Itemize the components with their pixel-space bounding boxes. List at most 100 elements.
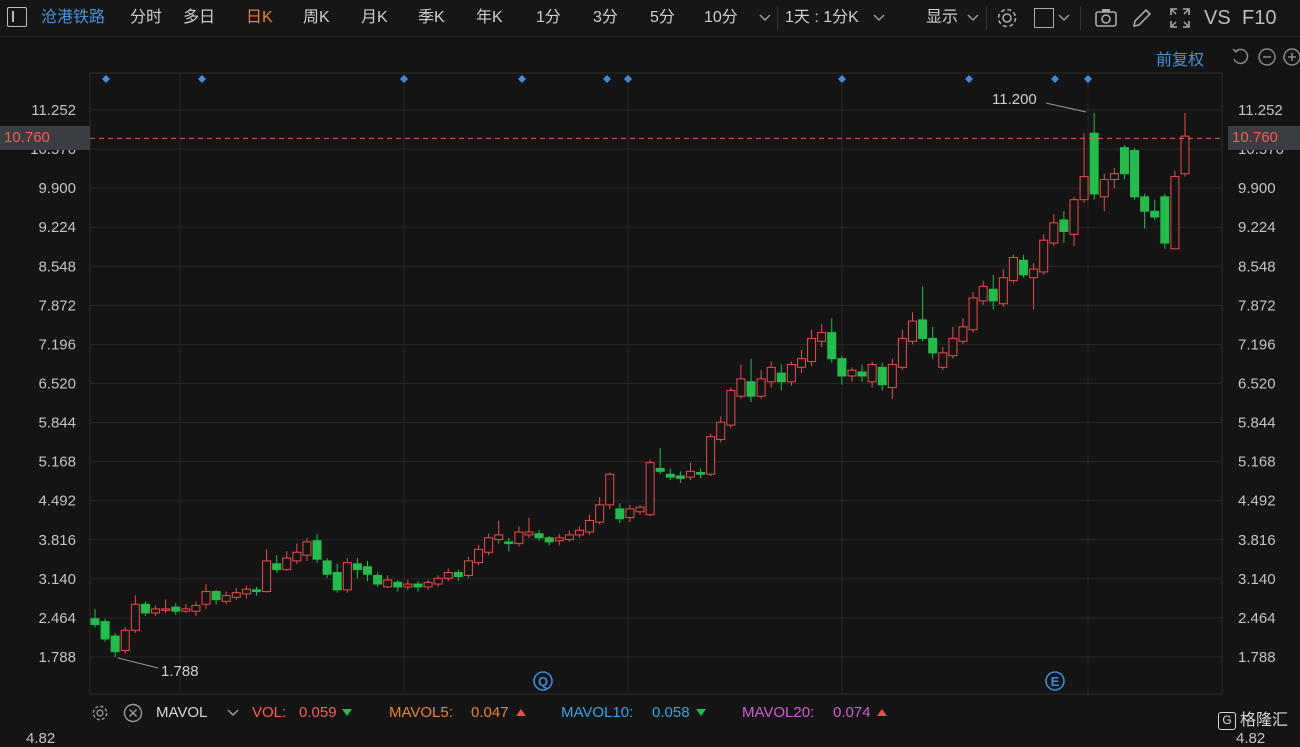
menu-icon[interactable] (7, 7, 27, 27)
tab-3min[interactable]: 3分 (593, 9, 618, 26)
event-diamond-marker (1051, 75, 1059, 83)
candle-body (332, 571, 342, 591)
close-icon[interactable] (123, 703, 143, 723)
candle-body (272, 563, 282, 571)
event-diamond-marker (838, 75, 846, 83)
candle-body (474, 548, 484, 564)
low-price-label: 1.788 (161, 663, 199, 680)
toolbar: 沧港铁路 分时 多日 日K 周K 月K 季K 年K 1分 3分 5分 10分 1… (0, 0, 1300, 37)
candle-body (171, 606, 181, 612)
tab-jik[interactable]: 季K (418, 9, 445, 26)
chevron-down-icon[interactable] (1057, 12, 1071, 24)
tab-10min[interactable]: 10分 (704, 9, 738, 26)
indicator-name[interactable]: MAVOL (156, 704, 208, 721)
candle-body (282, 557, 292, 571)
candle-body (625, 508, 635, 519)
candle-body (696, 471, 706, 475)
candle-body (655, 467, 665, 472)
chevron-down-icon[interactable] (758, 12, 772, 24)
y-tick-label-right: 1.788 (1238, 649, 1276, 666)
tab-fenshi[interactable]: 分时 (130, 9, 163, 26)
mavol10-value: 0.058 (652, 704, 690, 721)
divider (986, 6, 987, 30)
candle-body (665, 473, 675, 478)
kline-canvas[interactable]: 11.25211.25210.57610.5769.9009.9009.2249… (0, 37, 1300, 741)
candle-body (443, 571, 453, 579)
vs-button[interactable]: VS (1204, 7, 1231, 29)
candle-body (1119, 147, 1129, 175)
candle-body (393, 581, 403, 588)
candle-body (1170, 176, 1180, 250)
event-diamond-marker (400, 75, 408, 83)
tab-zhouk[interactable]: 周K (303, 9, 330, 26)
tab-duori[interactable]: 多日 (183, 9, 216, 26)
candle-body (877, 366, 887, 386)
y-tick-label-left: 9.900 (38, 180, 76, 197)
candle-body (706, 436, 716, 475)
chevron-down-icon[interactable] (872, 12, 886, 24)
reset-icon[interactable] (1230, 47, 1250, 67)
fullscreen-icon[interactable] (1168, 6, 1192, 30)
trend-up-icon (516, 709, 526, 716)
y-tick-label-left: 3.816 (38, 532, 76, 549)
candle-body (140, 603, 150, 614)
tab-rik[interactable]: 日K (246, 9, 273, 26)
candle-body (645, 462, 655, 516)
y-tick-label-left: 1.788 (38, 649, 76, 666)
mavol20-value: 0.074 (833, 704, 871, 721)
candle-body (373, 574, 383, 585)
candle-body (302, 541, 312, 556)
y-tick-label-left: 7.872 (38, 297, 76, 314)
pencil-icon[interactable] (1130, 6, 1154, 30)
tab-niank[interactable]: 年K (476, 9, 503, 26)
candle-body (504, 541, 514, 545)
candle-body (231, 592, 241, 598)
y-tick-label-left: 2.464 (38, 610, 76, 627)
candle-body (1039, 239, 1049, 273)
candle-body (534, 533, 544, 539)
current-price-tag-right: 10.760 (1228, 126, 1300, 150)
display-menu[interactable]: 显示 (926, 9, 959, 26)
tab-yuek[interactable]: 月K (361, 9, 388, 26)
current-price-tag-left: 10.760 (0, 126, 90, 150)
range-select[interactable]: 1天 : 1分K (785, 9, 859, 26)
candle-body (383, 579, 393, 588)
candle-body (807, 337, 817, 363)
candle-body (1150, 210, 1160, 218)
mavol5-label: MAVOL5: (389, 704, 453, 721)
chevron-down-icon[interactable] (966, 12, 980, 24)
candle-body (1069, 199, 1079, 235)
candle-body (675, 475, 685, 479)
candle-body (90, 618, 100, 625)
mavol20-label: MAVOL20: (742, 704, 815, 721)
y-tick-label-left: 9.224 (38, 219, 76, 236)
candle-body (948, 337, 958, 357)
candle-body (988, 288, 998, 302)
tab-1min[interactable]: 1分 (536, 9, 561, 26)
adjust-mode[interactable]: 前复权 (1156, 52, 1205, 69)
event-diamond-marker (518, 75, 526, 83)
candle-body (151, 608, 161, 614)
candle-body (928, 337, 938, 354)
candle-body (998, 277, 1008, 305)
camera-icon[interactable] (1094, 6, 1118, 30)
f10-button[interactable]: F10 (1242, 7, 1277, 29)
candle-body (918, 319, 928, 339)
zoom-in-icon[interactable] (1282, 47, 1300, 67)
mavol5-value: 0.047 (471, 704, 509, 721)
settings-icon[interactable] (90, 703, 110, 723)
y-tick-label-right: 4.492 (1238, 493, 1276, 510)
candle-body (867, 363, 877, 383)
tab-5min[interactable]: 5分 (650, 9, 675, 26)
stock-name[interactable]: 沧港铁路 (41, 9, 106, 26)
kline-chart[interactable]: 11.25211.25210.57610.5769.9009.9009.2249… (0, 37, 1300, 741)
settings-icon[interactable] (995, 6, 1019, 30)
candle-body (938, 352, 948, 368)
candle-body (181, 608, 191, 612)
candle-body (958, 326, 968, 342)
candle-body (1089, 132, 1099, 195)
rectangle-icon[interactable] (1034, 8, 1054, 28)
candle-body (413, 583, 423, 588)
chevron-down-icon[interactable] (226, 707, 240, 719)
zoom-out-icon[interactable] (1257, 47, 1277, 67)
